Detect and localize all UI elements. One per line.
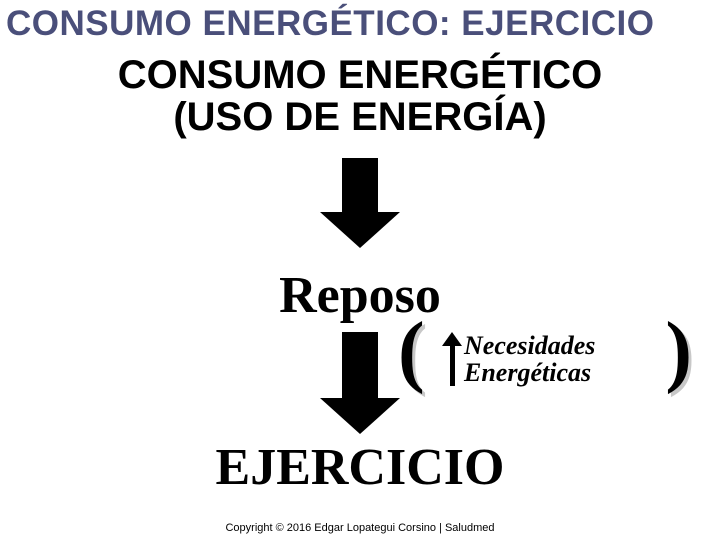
arrow-head-icon <box>320 398 400 434</box>
ejercicio-label: EJERCICIO <box>0 438 720 497</box>
arrow-up-head <box>442 332 462 346</box>
reposo-label: Reposo <box>0 266 720 325</box>
arrow-up-icon <box>442 332 462 386</box>
paren-left: ( <box>398 306 425 397</box>
arrow-shaft <box>342 158 378 212</box>
needs-line1: Necesidades <box>464 332 595 359</box>
needs-text: Necesidades Energéticas <box>464 332 595 387</box>
arrow-up-shaft <box>450 346 455 386</box>
arrow-head-icon <box>320 212 400 248</box>
subtitle-line1: CONSUMO ENERGÉTICO <box>0 54 720 96</box>
arrow-down-1 <box>320 158 400 248</box>
page-title: CONSUMO ENERGÉTICO: EJERCICIO <box>6 4 714 44</box>
parenthetical-group: ( Necesidades Energéticas ) <box>398 322 698 400</box>
subtitle-line2: (USO DE ENERGÍA) <box>0 96 720 138</box>
needs-line2: Energéticas <box>464 359 595 386</box>
copyright-footer: Copyright © 2016 Edgar Lopategui Corsino… <box>0 522 720 534</box>
arrow-shaft <box>342 332 378 398</box>
subtitle-block: CONSUMO ENERGÉTICO (USO DE ENERGÍA) <box>0 54 720 138</box>
arrow-down-2 <box>320 332 400 434</box>
paren-right: ) <box>665 306 692 397</box>
